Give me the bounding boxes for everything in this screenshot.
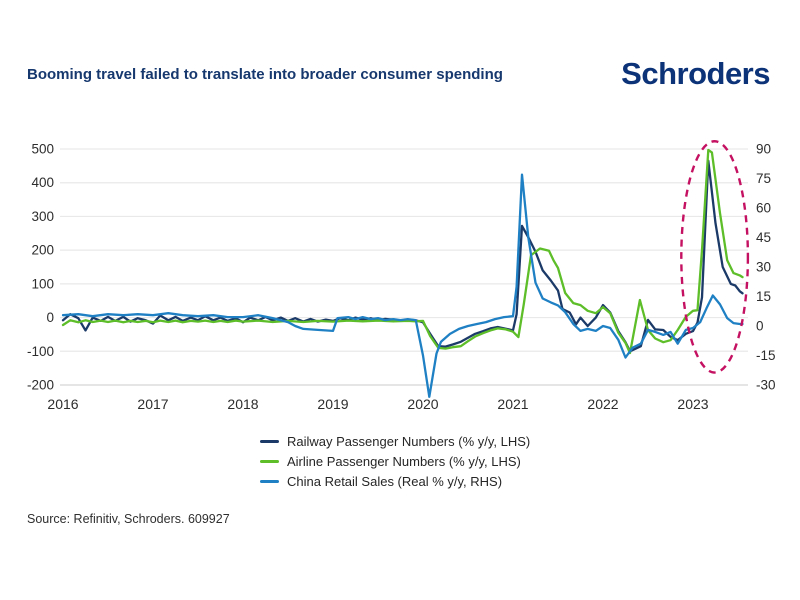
right-axis-tick-label: 45 (756, 230, 771, 245)
legend-label: Airline Passenger Numbers (% y/y, LHS) (287, 453, 521, 469)
x-axis-tick-label: 2022 (587, 396, 618, 412)
source-note: Source: Refinitiv, Schroders. 609927 (27, 512, 230, 526)
legend-item-1: Railway Passenger Numbers (% y/y, LHS) (260, 433, 530, 449)
left-axis-tick-label: 0 (46, 310, 54, 325)
left-axis-tick-label: 500 (31, 142, 54, 157)
legend-swatch-icon (260, 479, 279, 483)
x-axis-tick-label: 2020 (407, 396, 438, 412)
schroders-logo: Schroders (621, 56, 770, 91)
legend-swatch-icon (260, 459, 279, 463)
x-axis-tick-label: 2018 (227, 396, 258, 412)
legend-label: Railway Passenger Numbers (% y/y, LHS) (287, 433, 531, 449)
legend-label: China Retail Sales (Real % y/y, RHS) (287, 473, 503, 489)
right-axis-tick-label: -15 (756, 348, 776, 363)
right-axis-tick-label: 30 (756, 260, 771, 275)
left-axis-tick-label: 400 (31, 175, 54, 190)
legend-swatch-icon (260, 439, 279, 443)
left-axis-tick-label: 200 (31, 243, 54, 258)
left-axis-tick-label: 100 (31, 276, 54, 291)
series-line-2 (61, 148, 744, 355)
right-axis-tick-label: 15 (756, 289, 771, 304)
legend-item-2: Airline Passenger Numbers (% y/y, LHS) (260, 453, 530, 469)
right-axis-tick-label: -30 (756, 378, 776, 393)
series-line-1 (61, 159, 744, 353)
x-axis-tick-label: 2021 (497, 396, 528, 412)
left-axis-tick-label: 300 (31, 209, 54, 224)
right-axis-tick-label: 90 (756, 142, 771, 157)
right-axis-tick-label: 75 (756, 171, 771, 186)
x-axis-tick-label: 2023 (677, 396, 708, 412)
right-axis-tick-label: 60 (756, 201, 771, 216)
right-axis-tick-label: 0 (756, 319, 764, 334)
series-line-3 (61, 173, 744, 398)
chart-legend: Railway Passenger Numbers (% y/y, LHS) Ai… (260, 433, 530, 493)
left-axis-tick-label: -200 (27, 378, 54, 393)
legend-item-3: China Retail Sales (Real % y/y, RHS) (260, 473, 530, 489)
x-axis-tick-label: 2019 (317, 396, 348, 412)
left-axis-tick-label: -100 (27, 344, 54, 359)
x-axis-tick-label: 2016 (47, 396, 78, 412)
x-axis-tick-label: 2017 (137, 396, 168, 412)
highlight-ellipse (680, 140, 750, 374)
page-title: Booming travel failed to translate into … (27, 66, 503, 83)
